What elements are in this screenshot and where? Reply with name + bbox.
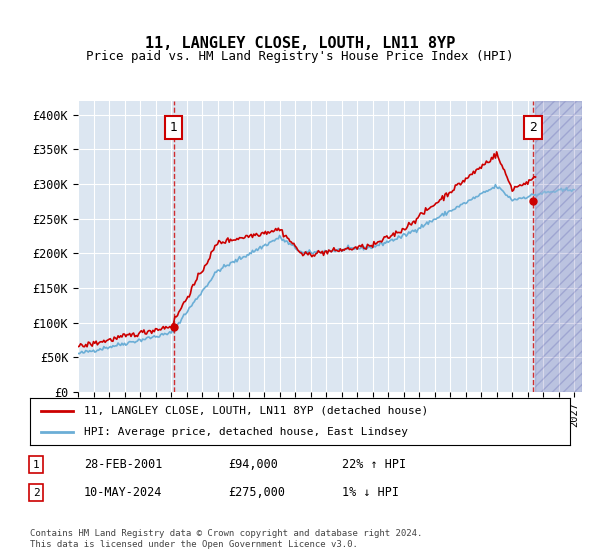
Bar: [535, 101, 582, 392]
Text: £94,000: £94,000: [228, 458, 278, 472]
Text: 1: 1: [170, 120, 178, 133]
Text: 1% ↓ HPI: 1% ↓ HPI: [342, 486, 399, 500]
Text: Price paid vs. HM Land Registry's House Price Index (HPI): Price paid vs. HM Land Registry's House …: [86, 50, 514, 63]
Text: 11, LANGLEY CLOSE, LOUTH, LN11 8YP: 11, LANGLEY CLOSE, LOUTH, LN11 8YP: [145, 36, 455, 52]
Text: HPI: Average price, detached house, East Lindsey: HPI: Average price, detached house, East…: [84, 427, 408, 437]
Text: 28-FEB-2001: 28-FEB-2001: [84, 458, 163, 472]
Text: £275,000: £275,000: [228, 486, 285, 500]
Text: 11, LANGLEY CLOSE, LOUTH, LN11 8YP (detached house): 11, LANGLEY CLOSE, LOUTH, LN11 8YP (deta…: [84, 406, 428, 416]
Text: 22% ↑ HPI: 22% ↑ HPI: [342, 458, 406, 472]
Text: 10-MAY-2024: 10-MAY-2024: [84, 486, 163, 500]
Text: 2: 2: [529, 120, 537, 133]
Text: Contains HM Land Registry data © Crown copyright and database right 2024.
This d: Contains HM Land Registry data © Crown c…: [30, 529, 422, 549]
Text: 1: 1: [32, 460, 40, 470]
Text: 2: 2: [32, 488, 40, 498]
